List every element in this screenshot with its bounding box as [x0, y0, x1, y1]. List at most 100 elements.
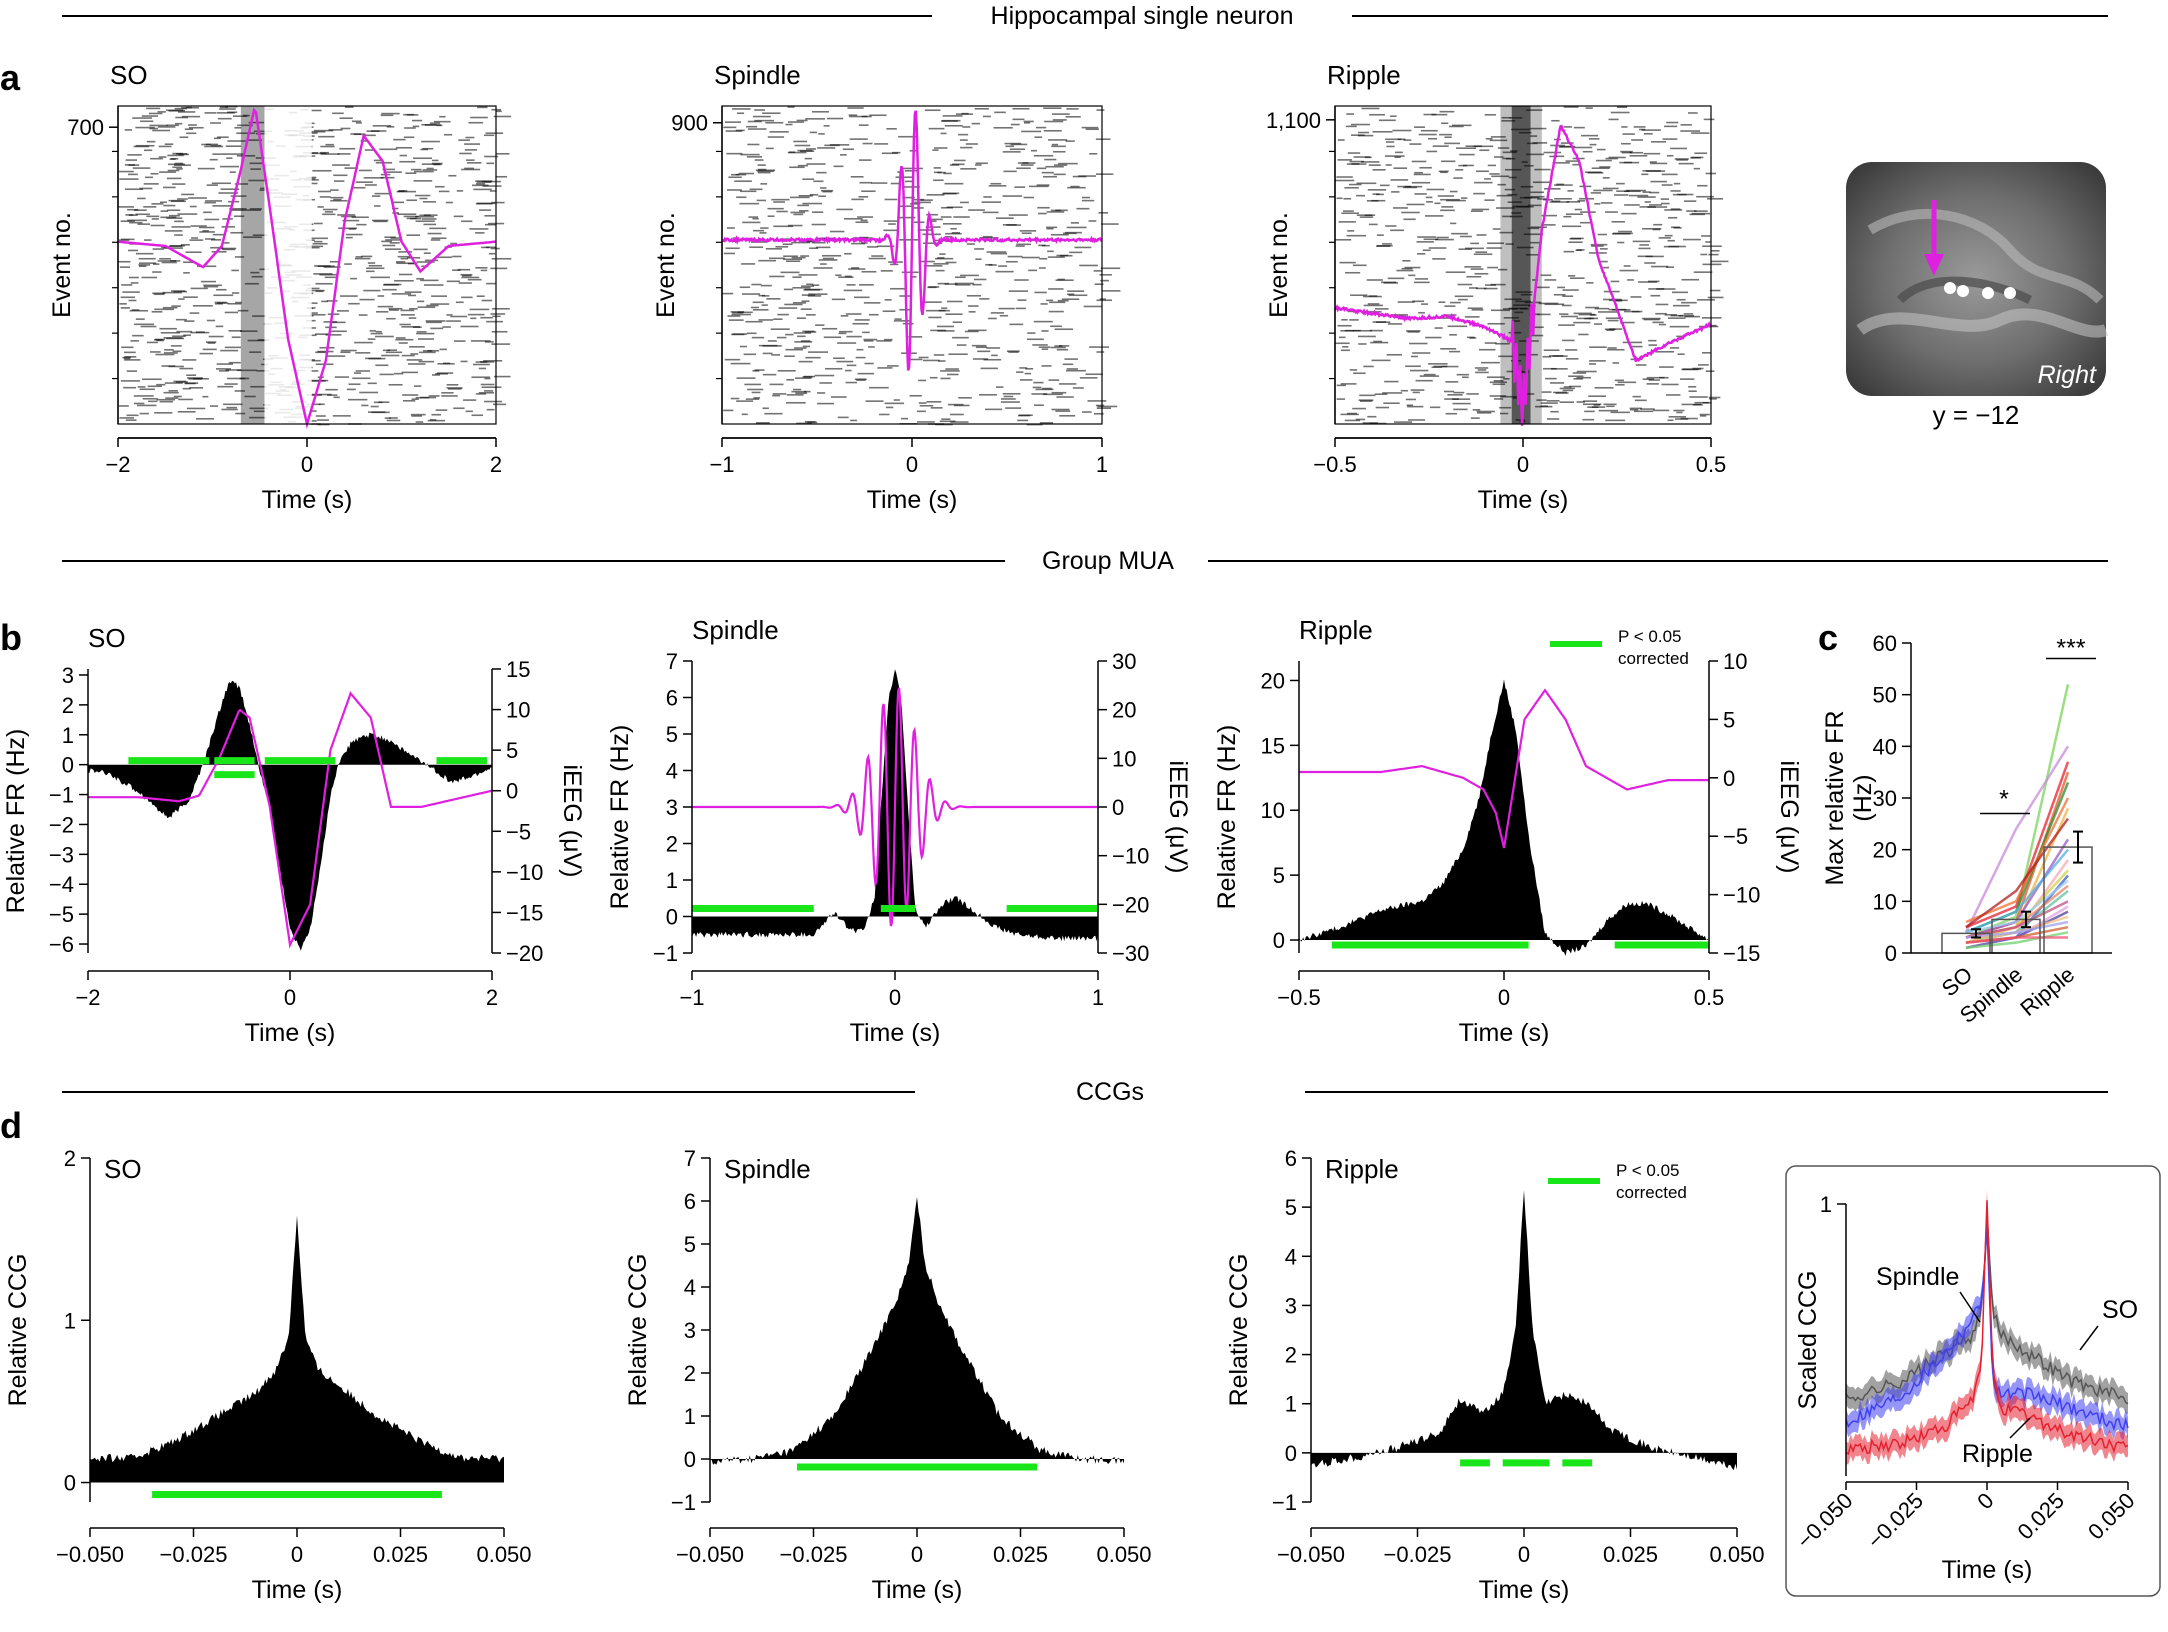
spike-dash — [1600, 248, 1608, 250]
spike-dash — [1472, 409, 1481, 411]
spike-dash — [1668, 317, 1686, 319]
spike-dash — [851, 198, 864, 201]
spike-dash — [1022, 162, 1029, 164]
spike-dash — [784, 303, 803, 306]
spike-dash — [786, 394, 804, 396]
spike-dash — [792, 286, 811, 289]
spike-dash — [802, 330, 815, 333]
spike-dash — [146, 341, 158, 344]
spike-dash — [314, 240, 323, 243]
x-tick-label: 0 — [1517, 452, 1529, 477]
spike-dash — [243, 236, 262, 238]
spike-dash — [1499, 231, 1514, 234]
spike-dash — [1689, 396, 1708, 398]
y-tick-label: −5 — [49, 902, 74, 927]
spike-dash — [1375, 406, 1390, 409]
spike-dash — [926, 213, 938, 216]
spike-dash — [236, 369, 257, 372]
spike-dash — [491, 343, 511, 345]
spike-dash — [923, 242, 943, 245]
spike-dash — [1067, 290, 1085, 292]
spike-dash — [1386, 145, 1395, 148]
spike-dash — [407, 256, 421, 259]
spike-dash — [1477, 369, 1487, 371]
spike-dash — [179, 136, 189, 139]
spike-dash — [1702, 245, 1722, 248]
spike-dash — [172, 350, 182, 353]
section-header-ccgs: CCGs — [62, 1078, 2108, 1106]
spike-dash — [995, 270, 1014, 273]
spike-dash — [421, 218, 437, 220]
spike-dash — [1423, 238, 1439, 241]
spike-dash — [1343, 197, 1352, 200]
spike-dash — [772, 393, 787, 395]
spike-dash — [933, 263, 949, 265]
spike-dash — [1397, 301, 1415, 303]
spike-dash — [250, 168, 262, 170]
x-tick-label: −0.5 — [1277, 985, 1320, 1010]
spike-dash — [974, 248, 984, 250]
y-tick-label: 7 — [684, 1146, 696, 1171]
spike-dash — [1417, 236, 1437, 238]
spike-dash — [1634, 399, 1647, 402]
spike-dash — [339, 295, 358, 297]
spike-dash — [399, 154, 408, 157]
spike-dash — [1527, 227, 1540, 230]
spike-dash — [1580, 221, 1591, 224]
y2-tick-label: −10 — [506, 860, 543, 885]
spike-dash — [800, 340, 811, 342]
spike-dash — [1447, 394, 1463, 396]
spike-dash — [933, 179, 944, 182]
spike-dash — [773, 225, 794, 228]
x-axis-label: Time (s) — [850, 1019, 941, 1047]
spike-dash — [381, 354, 400, 357]
spike-dash — [183, 296, 198, 298]
spike-dash — [330, 321, 346, 324]
spike-dash — [119, 178, 139, 180]
spike-dash — [129, 309, 149, 312]
spike-dash — [398, 273, 413, 276]
series-line-ripple — [1845, 1200, 2129, 1456]
spike-dash — [744, 383, 762, 386]
spike-dash — [353, 372, 362, 374]
spike-dash — [1033, 404, 1044, 407]
spike-dash — [1030, 149, 1037, 152]
spike-dash — [182, 387, 191, 390]
spike-dash — [1479, 149, 1490, 152]
spike-dash — [411, 119, 423, 122]
spike-dash — [864, 362, 874, 365]
spike-dash — [745, 398, 760, 400]
spike-dash — [1417, 253, 1426, 255]
spike-dash — [842, 148, 855, 151]
spike-dash — [480, 269, 488, 272]
spike-dash — [196, 265, 217, 268]
spike-dash — [1048, 288, 1064, 290]
spike-dash — [1350, 123, 1370, 126]
spike-dash — [1000, 401, 1020, 403]
spike-dash — [174, 162, 184, 165]
spike-dash — [800, 308, 812, 310]
spike-dash — [1566, 201, 1581, 203]
spike-dash — [838, 276, 854, 279]
spike-dash — [1485, 284, 1497, 286]
spike-dash — [1358, 335, 1376, 338]
spike-dash — [752, 217, 759, 220]
spike-dash — [411, 168, 422, 171]
spike-dash — [797, 335, 806, 338]
spike-dash — [755, 422, 770, 424]
spike-dash — [416, 277, 424, 280]
spike-dash — [160, 331, 181, 334]
spike-dash — [1058, 383, 1077, 385]
spike-dash — [1345, 271, 1361, 274]
spike-dash — [797, 164, 809, 167]
spike-dash — [730, 397, 740, 400]
spike-dash — [745, 320, 763, 323]
spike-dash — [1688, 390, 1697, 393]
spike-dash — [1526, 253, 1539, 256]
y-tick-label: 10 — [1261, 798, 1285, 823]
spike-dash — [1666, 154, 1674, 157]
spike-dash — [143, 149, 153, 152]
y-tick-label: 0 — [1885, 941, 1897, 966]
fr-area — [88, 680, 492, 951]
spike-dash — [1409, 369, 1429, 372]
